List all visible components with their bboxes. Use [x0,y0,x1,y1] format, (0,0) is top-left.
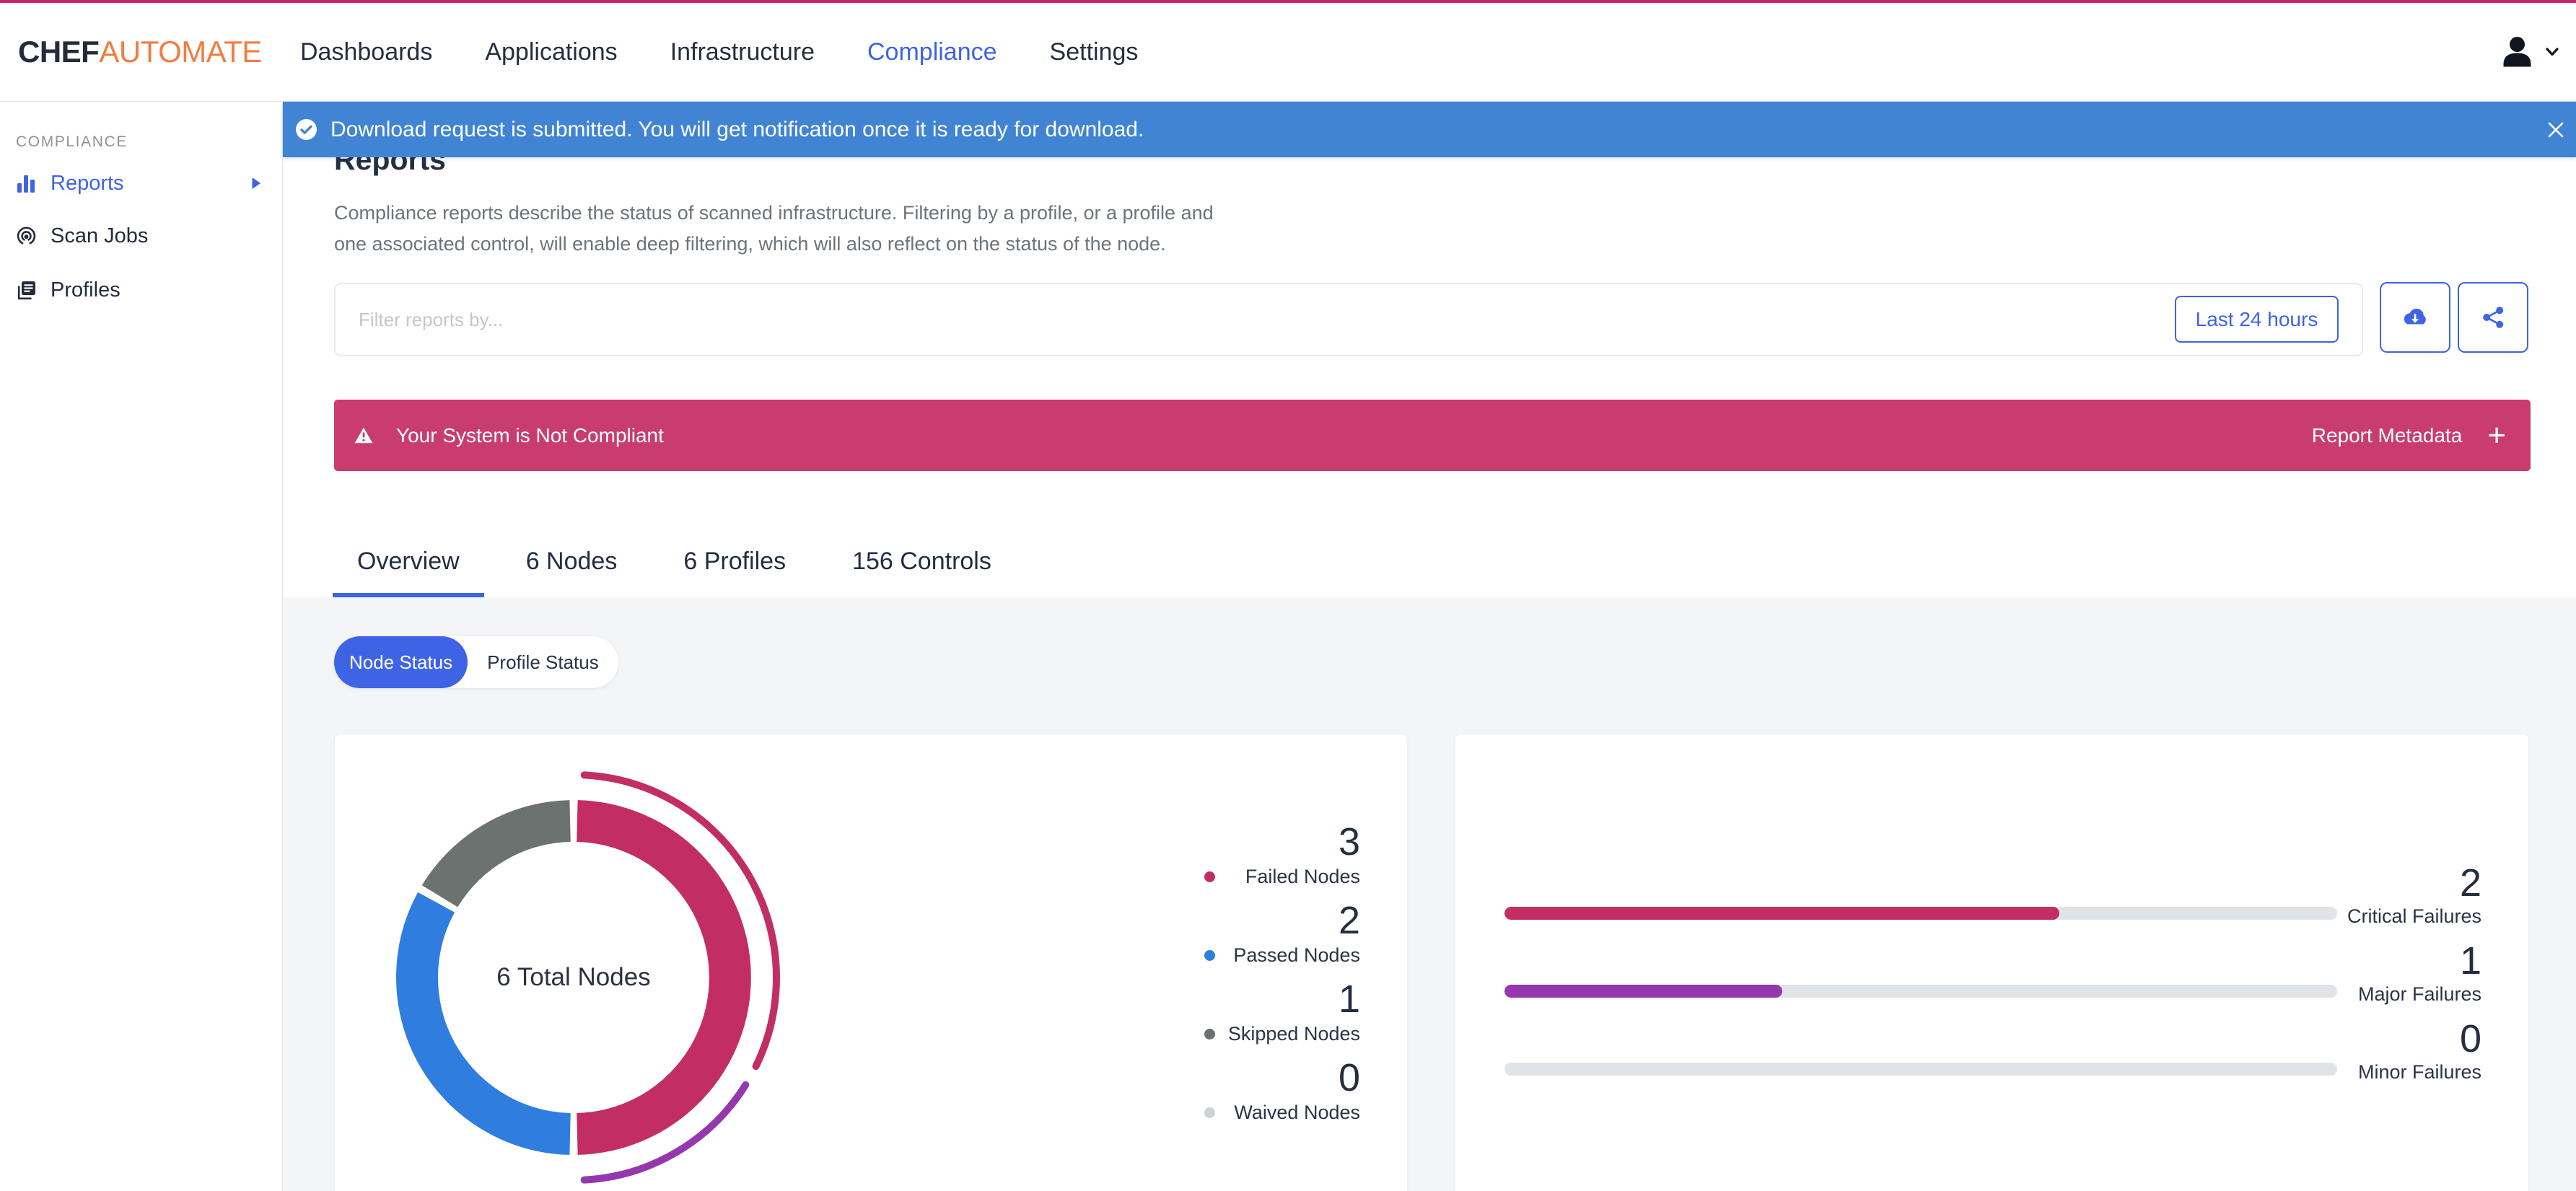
status-toggle: Node Status Profile Status [334,636,618,688]
alert-message: Your System is Not Compliant [396,424,664,447]
nav-item-settings[interactable]: Settings [1049,38,1139,66]
legend-row-passed: 2 Passed Nodes [1028,900,1360,967]
donut-center-label: 6 Total Nodes [496,963,651,991]
legend-row-waived: 0 Waived Nodes [1028,1057,1360,1124]
logo-automate-text: AUTOMATE [99,35,262,69]
skipped-nodes-count: 1 [1338,977,1360,1021]
node-status-donut-card: 6 Total Nodes 3 Failed Nodes 2 Passed No… [334,734,1408,1191]
notification-message: Download request is submitted. You will … [330,118,1144,141]
critical-failures-fill [1504,907,2060,920]
major-failures-fill [1504,985,1782,998]
major-failures-count: 1 [2459,939,2481,983]
failed-dot [1204,871,1215,882]
critical-failures-count: 2 [2459,861,2481,905]
download-report-button[interactable] [2380,282,2450,353]
major-failures-label: Major Failures [2357,983,2481,1005]
share-button[interactable] [2458,282,2528,353]
sidebar-item-label: Reports [51,171,124,195]
toggle-node-status[interactable]: Node Status [334,636,468,688]
filter-reports-input[interactable]: Filter reports by... [359,309,504,330]
report-metadata-label: Report Metadata [2311,423,2463,447]
report-metadata-toggle[interactable]: Report Metadata + [2312,400,2506,471]
logo-chef-text: CHEF [18,35,100,69]
failed-nodes-count: 3 [1338,820,1360,863]
cloud-download-icon [2401,307,2429,328]
sidebar-item-reports[interactable]: Reports [0,162,283,204]
tab-overview[interactable]: Overview [333,529,484,597]
legend-label: Skipped Nodes [1028,1023,1360,1045]
waived-nodes-count: 0 [1338,1056,1360,1099]
toggle-profile-status[interactable]: Profile Status [487,651,599,673]
sidebar-item-label: Profiles [51,278,121,302]
nav-item-dashboards[interactable]: Dashboards [300,38,433,66]
legend-label: Passed Nodes [1028,944,1360,967]
waived-dot [1204,1107,1215,1118]
nav-item-infrastructure[interactable]: Infrastructure [670,38,815,66]
sidebar-item-profiles[interactable]: Profiles [0,269,283,311]
user-menu[interactable] [2502,3,2559,101]
skipped-dot [1204,1029,1215,1040]
nav-item-compliance[interactable]: Compliance [867,38,997,66]
sidebar-section-label: COMPLIANCE [16,133,128,150]
tab-controls[interactable]: 156 Controls [852,548,991,575]
user-profile-icon [2502,37,2532,67]
major-failures-bar [1504,985,2337,998]
top-navigation-bar: CHEF AUTOMATE Dashboards Applications Inf… [0,3,2576,102]
legend-row-skipped: 1 Skipped Nodes [1028,978,1360,1045]
sidebar-item-scan-jobs[interactable]: Scan Jobs [0,215,283,257]
main-nav: Dashboards Applications Infrastructure C… [300,3,1138,101]
passed-dot [1204,950,1215,961]
main-content: Reports Compliance reports describe the … [283,102,2576,1191]
critical-failures-label: Critical Failures [2347,905,2481,927]
caret-right-icon [251,177,261,190]
chef-automate-logo[interactable]: CHEF AUTOMATE [18,3,262,101]
legend-row-failed: 3 Failed Nodes [1028,821,1360,888]
critical-failures-bar [1504,907,2337,920]
report-tabs: Overview 6 Nodes 6 Profiles 156 Controls [333,529,1016,597]
close-icon[interactable] [2546,120,2566,140]
time-range-button[interactable]: Last 24 hours [2175,296,2339,343]
failure-severity-card: 2 Critical Failures 1 Major Failures 0 M… [1455,734,2529,1191]
critical-failures-text: 2 Critical Failures [2150,862,2481,928]
bar-chart-icon [17,174,36,193]
legend-label: Waived Nodes [1028,1102,1360,1124]
minor-failures-bar [1504,1063,2337,1076]
legend-label: Failed Nodes [1028,866,1360,888]
plus-icon: + [2487,417,2506,453]
filter-bar: Filter reports by... Last 24 hours [334,283,2363,356]
documents-icon [17,281,36,300]
tab-nodes[interactable]: 6 Nodes [525,548,618,575]
warning-triangle-icon [354,427,373,444]
radar-icon [17,226,36,246]
minor-failures-label: Minor Failures [2357,1061,2481,1083]
node-status-donut-chart [396,771,780,1184]
compliance-sidebar: COMPLIANCE Reports [0,102,283,1191]
download-notification-banner: Download request is submitted. You will … [283,102,2576,157]
nav-item-applications[interactable]: Applications [485,38,618,66]
share-icon [2482,307,2504,328]
major-failures-text: 1 Major Failures [2150,940,2481,1006]
not-compliant-alert: Your System is Not Compliant Report Meta… [334,400,2531,471]
check-circle-icon [296,119,317,140]
page-description: Compliance reports describe the status o… [334,202,1214,255]
minor-failures-text: 0 Minor Failures [2150,1018,2481,1084]
chevron-down-icon [2546,48,2559,56]
brand-top-strip [0,0,2576,3]
sidebar-item-label: Scan Jobs [51,224,149,247]
minor-failures-count: 0 [2459,1017,2481,1060]
tab-profiles[interactable]: 6 Profiles [683,548,787,575]
passed-nodes-count: 2 [1338,899,1360,942]
